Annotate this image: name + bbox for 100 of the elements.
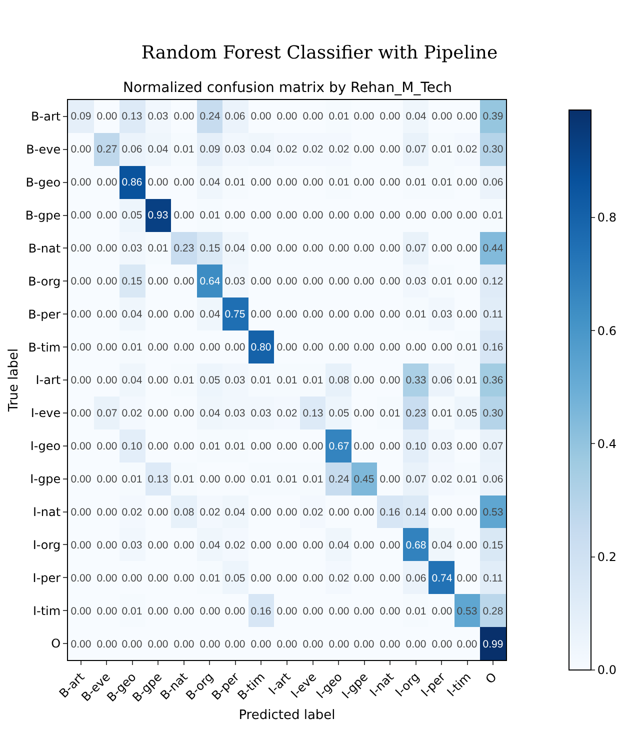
data-label: 0.00 — [174, 638, 194, 651]
data-label: 0.01 — [432, 408, 452, 420]
y-tick-label: B-eve — [26, 142, 61, 157]
data-label: 0.00 — [276, 506, 298, 519]
data-label: 0.00 — [96, 242, 118, 255]
data-label: 0.00 — [302, 638, 324, 651]
data-label: 0.00 — [328, 342, 350, 354]
data-label: 0.04 — [200, 540, 220, 552]
data-label: 0.00 — [380, 572, 400, 585]
data-label: 0.09 — [200, 144, 220, 156]
data-label: 0.80 — [250, 342, 272, 354]
data-label: 0.00 — [96, 176, 118, 189]
data-label: 0.02 — [328, 572, 350, 585]
data-label: 0.00 — [302, 540, 324, 552]
y-tick-label: I-gpe — [30, 472, 61, 486]
data-label: 0.01 — [406, 606, 426, 618]
data-label: 0.00 — [276, 176, 298, 189]
data-label: 0.01 — [482, 210, 504, 222]
data-label: 0.08 — [328, 374, 350, 387]
data-label: 0.05 — [224, 572, 246, 585]
data-label: 0.00 — [456, 242, 478, 255]
data-label: 0.00 — [354, 308, 374, 321]
data-label: 0.00 — [148, 342, 168, 354]
data-label: 0.01 — [148, 242, 168, 255]
data-label: 0.39 — [482, 110, 504, 123]
data-label: 0.67 — [328, 440, 350, 453]
data-label: 0.00 — [70, 572, 92, 585]
data-label: 0.00 — [224, 210, 246, 222]
data-label: 0.99 — [482, 638, 504, 651]
data-label: 0.00 — [432, 110, 452, 123]
data-label: 0.00 — [224, 474, 246, 486]
data-label: 0.02 — [456, 144, 478, 156]
data-label: 0.00 — [328, 606, 350, 618]
data-label: 0.13 — [148, 474, 168, 486]
data-label: 0.01 — [432, 176, 452, 189]
data-label: 0.00 — [250, 440, 272, 453]
data-label: 0.00 — [174, 308, 194, 321]
data-label: 0.00 — [174, 408, 194, 420]
data-label: 0.27 — [96, 144, 118, 156]
data-label: 0.00 — [96, 606, 118, 618]
data-label: 0.01 — [224, 440, 246, 453]
data-label: 0.00 — [250, 540, 272, 552]
data-label: 0.01 — [328, 110, 350, 123]
data-label: 0.00 — [250, 110, 272, 123]
y-tick-label: B-tim — [28, 340, 61, 354]
data-label: 0.00 — [96, 276, 118, 288]
data-label: 0.00 — [354, 276, 374, 288]
data-label: 0.00 — [250, 308, 272, 321]
data-label: 0.00 — [70, 638, 92, 651]
data-label: 0.00 — [70, 242, 92, 255]
data-label: 0.00 — [456, 110, 478, 123]
data-label: 0.04 — [200, 308, 220, 321]
y-tick-label: I-eve — [30, 406, 61, 420]
data-label: 0.00 — [174, 276, 194, 288]
data-label: 0.08 — [174, 506, 194, 519]
data-label: 0.86 — [122, 176, 142, 189]
data-label: 0.00 — [276, 342, 298, 354]
data-label: 0.16 — [380, 506, 400, 519]
data-label: 0.00 — [174, 176, 194, 189]
data-label: 0.00 — [456, 506, 478, 519]
data-label: 0.03 — [224, 408, 246, 420]
data-label: 0.00 — [380, 276, 400, 288]
data-label: 0.00 — [96, 374, 118, 387]
data-label: 0.03 — [122, 540, 142, 552]
data-label: 0.00 — [328, 210, 350, 222]
data-label: 0.01 — [406, 176, 426, 189]
data-label: 0.00 — [380, 374, 400, 387]
color-bar-label: 0.4 — [597, 436, 616, 451]
data-label: 0.00 — [174, 540, 194, 552]
data-label: 0.00 — [174, 110, 194, 123]
data-label: 0.01 — [200, 210, 220, 222]
data-label: 0.30 — [482, 408, 504, 420]
data-label: 0.00 — [70, 308, 92, 321]
data-label: 0.01 — [174, 144, 194, 156]
y-tick-label: B-geo — [26, 176, 61, 190]
data-label: 0.00 — [70, 606, 92, 618]
data-label: 0.53 — [456, 606, 478, 618]
data-label: 0.00 — [200, 474, 220, 486]
data-label: 0.07 — [96, 408, 118, 420]
data-label: 0.44 — [482, 242, 504, 255]
data-label: 0.00 — [328, 506, 350, 519]
data-label: 0.07 — [406, 144, 426, 156]
data-label: 0.00 — [96, 506, 118, 519]
data-label: 0.00 — [456, 572, 478, 585]
data-label: 0.06 — [482, 474, 504, 486]
data-label: 0.00 — [354, 176, 374, 189]
data-label: 0.15 — [122, 276, 142, 288]
data-label: 0.30 — [482, 144, 504, 156]
data-label: 0.00 — [354, 242, 374, 255]
data-label: 0.00 — [96, 210, 118, 222]
data-label: 0.01 — [122, 474, 142, 486]
data-label: 0.00 — [432, 638, 452, 651]
data-label: 0.00 — [70, 506, 92, 519]
color-bar-label: 0.6 — [597, 324, 616, 338]
data-label: 0.02 — [328, 144, 350, 156]
data-label: 0.00 — [328, 276, 350, 288]
data-label: 0.01 — [276, 474, 298, 486]
y-tick-label: I-org — [32, 538, 61, 552]
data-label: 0.00 — [122, 638, 142, 651]
data-label: 0.00 — [70, 474, 92, 486]
